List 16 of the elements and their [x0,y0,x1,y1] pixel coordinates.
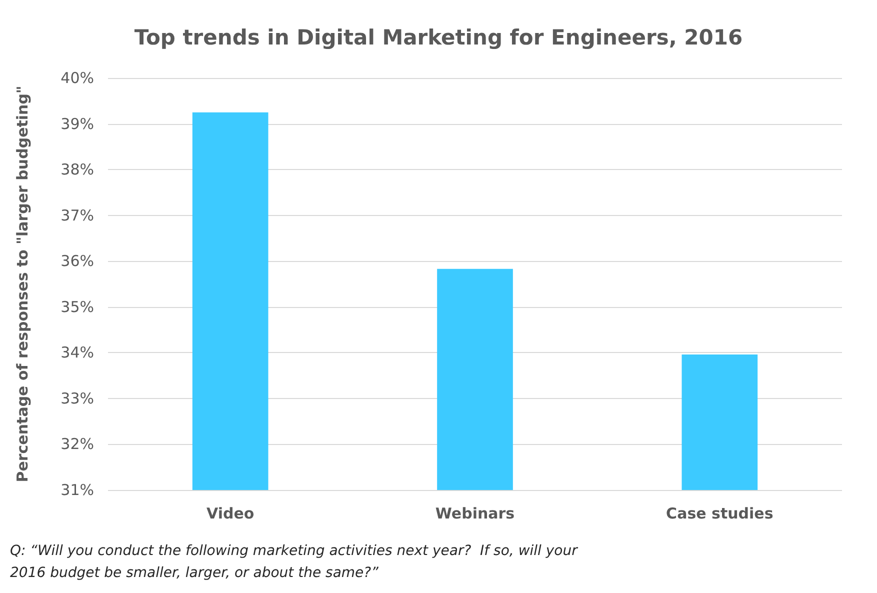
x-tick-label: Webinars [435,504,515,522]
y-tick-label: 32% [60,435,94,454]
y-tick-label: 40% [60,69,94,87]
y-tick-label: 31% [60,481,94,499]
y-tick-label: 39% [60,114,94,133]
y-tick-label: 36% [60,252,94,270]
chart-title: Top trends in Digital Marketing for Engineers, 2016 [134,26,743,50]
y-tick-label: 33% [60,389,94,408]
y-tick-label: 38% [60,160,94,179]
y-tick-label: 37% [60,206,94,224]
y-axis-title: Percentage of responses to "larger budgeting" [14,86,32,482]
y-tick-label: 34% [60,344,94,362]
x-tick-label: Case studies [666,504,774,522]
x-tick-label: Video [206,504,254,522]
text: Q: “Will you conduct the following marketing activities next year? If so, will your 2016 budget be smaller, larger, or about the same?” [10,543,582,581]
y-tick-label: 35% [60,298,94,316]
